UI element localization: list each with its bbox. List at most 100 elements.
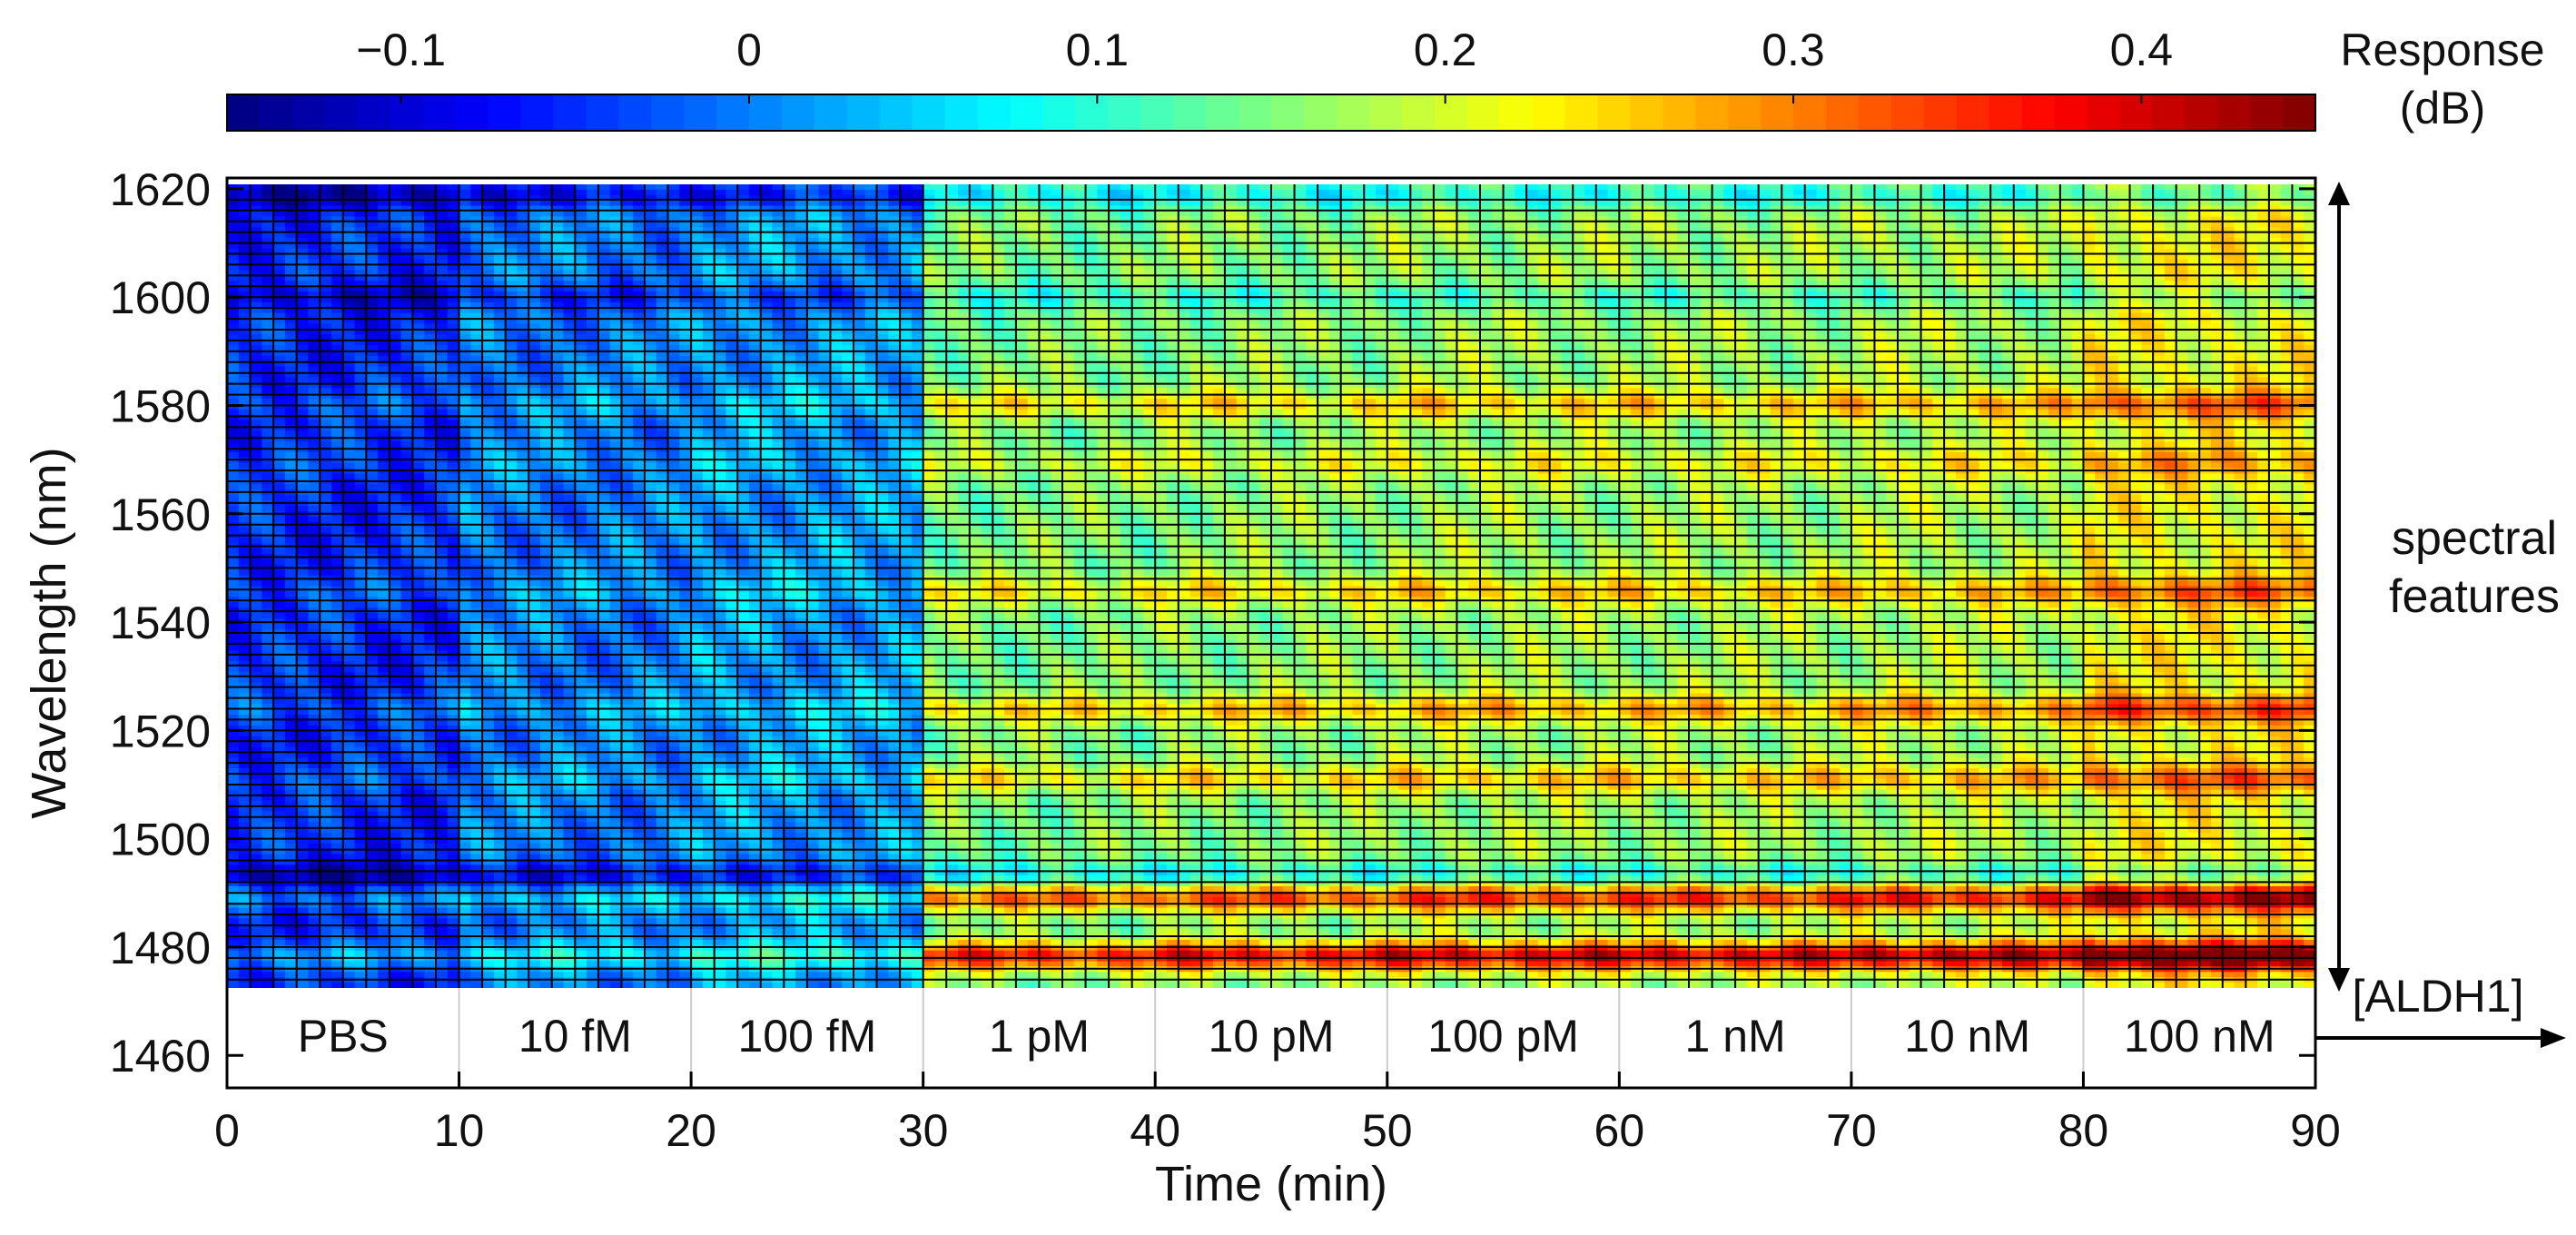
heatmap-cell — [482, 254, 494, 261]
heatmap-cell — [343, 677, 355, 684]
heatmap-cell — [506, 345, 518, 351]
heatmap-cell — [528, 495, 540, 501]
heatmap-cell — [239, 212, 251, 218]
heatmap-cell — [528, 822, 540, 828]
heatmap-cell — [528, 929, 540, 935]
heatmap-cell — [528, 945, 540, 952]
heatmap-cell — [517, 367, 528, 373]
heatmap-cell — [494, 441, 506, 448]
heatmap-cell — [540, 602, 552, 608]
heatmap-cell — [459, 731, 471, 737]
heatmap-cell — [251, 212, 262, 218]
heatmap-cell — [412, 602, 424, 608]
heatmap-cell — [366, 667, 378, 673]
heatmap-cell — [436, 212, 448, 218]
heatmap-cell — [575, 972, 587, 978]
heatmap-cell — [470, 345, 482, 351]
heatmap-cell — [378, 951, 390, 957]
heatmap-cell — [251, 962, 262, 968]
heatmap-cell — [239, 377, 251, 383]
heatmap-cell — [412, 356, 424, 362]
heatmap-cell — [459, 447, 471, 453]
heatmap-cell — [331, 763, 343, 769]
heatmap-cell — [470, 591, 482, 598]
heatmap-cell — [297, 962, 309, 968]
heatmap-cell — [610, 243, 622, 250]
heatmap-cell — [482, 410, 494, 416]
heatmap-cell — [528, 356, 540, 362]
heatmap-cell — [424, 645, 436, 651]
heatmap-cell — [320, 323, 331, 330]
heatmap-cell — [401, 855, 413, 861]
heatmap-cell — [262, 447, 273, 453]
heatmap-cell — [412, 983, 424, 989]
heatmap-cell — [552, 190, 564, 196]
heatmap-cell — [390, 184, 401, 191]
heatmap-cell — [412, 212, 424, 218]
heatmap-cell — [239, 656, 251, 662]
heatmap-cell — [459, 613, 471, 619]
heatmap-cell — [587, 201, 598, 207]
heatmap-cell — [412, 484, 424, 490]
heatmap-cell — [285, 201, 297, 207]
heatmap-cell — [506, 855, 518, 861]
heatmap-cell — [424, 201, 436, 207]
heatmap-cell — [262, 972, 273, 978]
heatmap-cell — [587, 452, 598, 459]
heatmap-cell — [273, 897, 285, 904]
heatmap-cell — [308, 591, 320, 598]
heatmap-cell — [470, 731, 482, 737]
heatmap-cell — [424, 677, 436, 684]
heatmap-cell — [575, 875, 587, 882]
heatmap-cell — [297, 506, 309, 512]
heatmap-cell — [552, 222, 564, 228]
heatmap-cell — [506, 410, 518, 416]
heatmap-cell — [598, 897, 610, 904]
heatmap-cell — [251, 517, 262, 523]
heatmap-cell — [297, 731, 309, 737]
heatmap-cell — [564, 763, 576, 769]
heatmap-cell — [552, 677, 564, 684]
heatmap-cell — [378, 367, 390, 373]
heatmap-cell — [273, 688, 285, 695]
heatmap-cell — [506, 212, 518, 218]
heatmap-cell — [227, 447, 239, 453]
heatmap-cell — [540, 334, 552, 341]
heatmap-cell — [552, 559, 564, 566]
heatmap-cell — [390, 581, 401, 588]
heatmap-cell — [587, 833, 598, 839]
heatmap-cell — [239, 436, 251, 442]
heatmap-cell — [436, 940, 448, 946]
heatmap-cell — [459, 677, 471, 684]
heatmap-cell — [378, 629, 390, 636]
heatmap-cell — [378, 517, 390, 523]
heatmap-cell — [273, 864, 285, 871]
heatmap-cell — [262, 591, 273, 598]
heatmap-cell — [239, 624, 251, 630]
heatmap-cell — [331, 410, 343, 416]
heatmap-cell — [424, 640, 436, 647]
heatmap-cell — [239, 763, 251, 769]
heatmap-cell — [552, 983, 564, 989]
heatmap-cell — [366, 377, 378, 383]
heatmap-cell — [320, 367, 331, 373]
heatmap-cell — [320, 184, 331, 191]
heatmap-cell — [355, 254, 367, 261]
heatmap-cell — [273, 441, 285, 448]
heatmap-cell — [575, 844, 587, 850]
heatmap-cell — [470, 962, 482, 968]
heatmap-cell — [308, 458, 320, 464]
heatmap-cell — [436, 254, 448, 261]
heatmap-cell — [251, 528, 262, 534]
heatmap-cell — [273, 388, 285, 394]
heatmap-cell — [459, 559, 471, 566]
heatmap-cell — [251, 677, 262, 684]
heatmap-cell — [494, 731, 506, 737]
heatmap-cell — [320, 265, 331, 272]
heatmap-cell — [378, 822, 390, 828]
heatmap-cell — [494, 243, 506, 250]
heatmap-cell — [459, 742, 471, 748]
heatmap-cell — [401, 929, 413, 935]
heatmap-cell — [227, 698, 239, 705]
heatmap-cell — [494, 212, 506, 218]
